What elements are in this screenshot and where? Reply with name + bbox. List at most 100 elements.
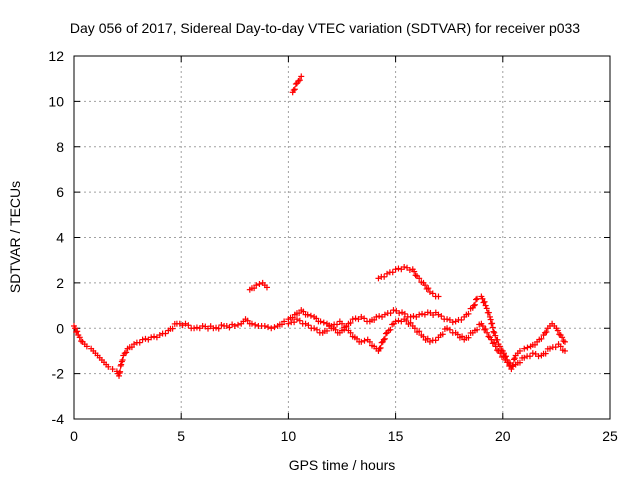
data-point bbox=[407, 313, 414, 320]
data-point bbox=[271, 324, 278, 331]
data-point bbox=[376, 313, 383, 320]
data-point bbox=[424, 335, 431, 342]
data-point bbox=[244, 317, 251, 324]
data-point bbox=[78, 338, 85, 345]
data-point bbox=[492, 332, 499, 339]
data-point bbox=[148, 334, 155, 341]
data-point bbox=[169, 325, 176, 332]
data-point bbox=[489, 340, 496, 347]
y-tick-label: 4 bbox=[56, 230, 64, 246]
data-point bbox=[438, 313, 445, 320]
data-point bbox=[420, 333, 427, 340]
data-point bbox=[215, 325, 222, 332]
y-tick-label: 12 bbox=[48, 48, 64, 64]
data-point bbox=[76, 334, 83, 341]
data-point bbox=[185, 322, 192, 329]
data-point bbox=[300, 308, 307, 315]
data-point bbox=[119, 357, 126, 363]
data-point bbox=[304, 311, 311, 318]
data-point bbox=[474, 326, 481, 333]
x-axis-title: GPS time / hours bbox=[289, 457, 396, 473]
data-point bbox=[401, 263, 408, 270]
data-point bbox=[508, 366, 515, 373]
data-point bbox=[291, 319, 298, 326]
data-point bbox=[396, 310, 403, 317]
data-point bbox=[73, 329, 80, 336]
y-tick-label: 0 bbox=[56, 320, 64, 336]
data-point bbox=[296, 310, 303, 317]
data-point bbox=[454, 331, 461, 338]
data-point bbox=[213, 324, 220, 331]
data-point bbox=[552, 344, 559, 351]
data-point bbox=[500, 353, 507, 360]
data-point bbox=[542, 350, 549, 357]
data-point bbox=[251, 285, 258, 292]
data-point bbox=[526, 353, 533, 360]
data-point bbox=[483, 305, 490, 312]
data-point bbox=[497, 350, 504, 357]
data-point bbox=[313, 315, 320, 322]
data-point bbox=[377, 344, 384, 351]
y-tick-label: 2 bbox=[56, 275, 64, 291]
data-point bbox=[387, 310, 394, 317]
data-point bbox=[343, 323, 350, 330]
data-point bbox=[557, 343, 564, 350]
data-point bbox=[439, 331, 446, 338]
y-tick-label: -2 bbox=[52, 366, 65, 382]
data-point bbox=[253, 282, 260, 289]
data-point bbox=[376, 345, 383, 352]
data-point bbox=[235, 321, 242, 328]
data-point bbox=[323, 327, 330, 334]
x-tick-label: 10 bbox=[281, 428, 297, 444]
data-point bbox=[504, 359, 511, 366]
data-point bbox=[411, 325, 418, 332]
data-point bbox=[416, 311, 423, 318]
data-point bbox=[490, 328, 497, 335]
data-point bbox=[491, 339, 498, 346]
data-point bbox=[488, 336, 495, 343]
data-point bbox=[361, 337, 368, 344]
data-point bbox=[419, 310, 426, 317]
data-point bbox=[416, 275, 423, 282]
data-point bbox=[425, 285, 432, 292]
data-point bbox=[268, 325, 275, 332]
data-point bbox=[109, 366, 116, 373]
data-point bbox=[492, 343, 499, 350]
data-point bbox=[74, 328, 81, 335]
data-point bbox=[298, 73, 305, 80]
data-point bbox=[305, 322, 312, 329]
data-point bbox=[521, 345, 528, 352]
data-point bbox=[435, 293, 442, 300]
data-point bbox=[485, 333, 492, 340]
data-point bbox=[320, 319, 327, 326]
data-point bbox=[458, 316, 465, 323]
data-point bbox=[480, 299, 487, 306]
data-point bbox=[162, 330, 169, 337]
data-point bbox=[389, 269, 396, 276]
data-point bbox=[449, 319, 456, 326]
data-point bbox=[347, 319, 354, 326]
data-point bbox=[292, 80, 299, 87]
data-point bbox=[529, 350, 536, 357]
data-point bbox=[561, 338, 568, 345]
data-point bbox=[516, 347, 523, 354]
data-point bbox=[482, 326, 489, 333]
data-point bbox=[395, 317, 402, 324]
data-point bbox=[252, 321, 259, 328]
data-point bbox=[354, 335, 361, 342]
data-point bbox=[489, 320, 496, 327]
data-point bbox=[72, 325, 79, 332]
data-point bbox=[406, 267, 413, 274]
data-point bbox=[347, 329, 354, 336]
data-point bbox=[392, 318, 399, 325]
data-point bbox=[291, 86, 298, 93]
data-point bbox=[465, 310, 472, 317]
x-tick-label: 25 bbox=[602, 428, 618, 444]
data-point bbox=[411, 268, 418, 275]
y-tick-label: 10 bbox=[48, 93, 64, 109]
data-point bbox=[218, 322, 225, 329]
data-point bbox=[401, 310, 408, 317]
data-point bbox=[556, 331, 563, 338]
data-point bbox=[535, 353, 542, 360]
data-point bbox=[481, 298, 488, 305]
